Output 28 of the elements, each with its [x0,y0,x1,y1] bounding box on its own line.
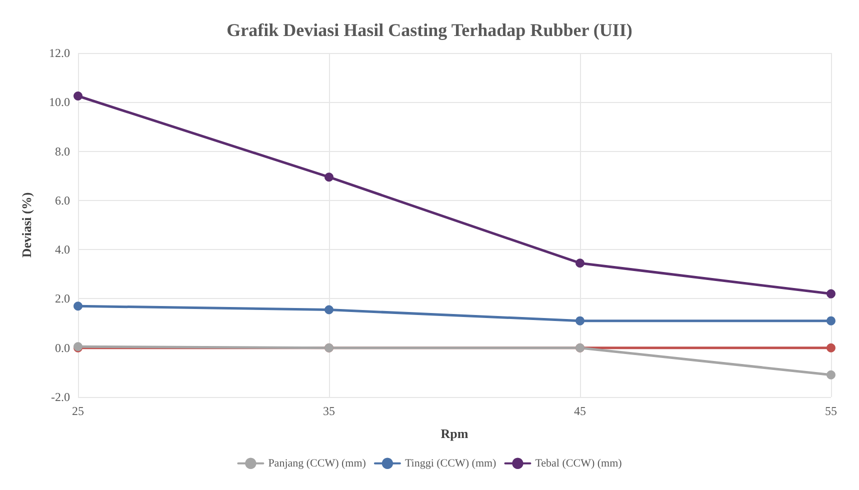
chart-title: Grafik Deviasi Hasil Casting Terhadap Rubber (UII) [226,20,632,40]
y-tick-label: 10.0 [49,95,70,110]
point [826,316,836,326]
y-axis-title: Deviasi (%) [19,192,34,258]
point [324,172,334,182]
point [576,316,584,326]
y-tick-label: 2.0 [55,292,70,306]
x-tick-label: 45 [574,404,586,418]
point [826,343,836,352]
point [74,302,82,311]
y-tick-label: 8.0 [55,144,70,158]
y-tick-label: 0.0 [55,340,70,355]
legend-label: Panjang (CCW) (mm) [268,457,366,470]
x-axis-title: Rpm [440,426,468,441]
legend-label: Tinggi (CCW) (mm) [404,457,497,470]
point [826,289,836,298]
x-tick-label: 25 [72,404,84,418]
point [576,258,584,268]
y-tick-label: 4.0 [55,242,70,257]
y-tick-label: 6.0 [55,193,70,208]
legend-label: Tebal (CCW) (mm) [535,457,622,470]
point [324,305,334,314]
y-tick-label: -2.0 [51,390,70,404]
point [74,92,82,100]
y-tick-label: 12.0 [49,46,70,60]
x-tick-label: 55 [825,404,837,418]
point [826,370,836,380]
x-tick-label: 35 [323,404,335,418]
